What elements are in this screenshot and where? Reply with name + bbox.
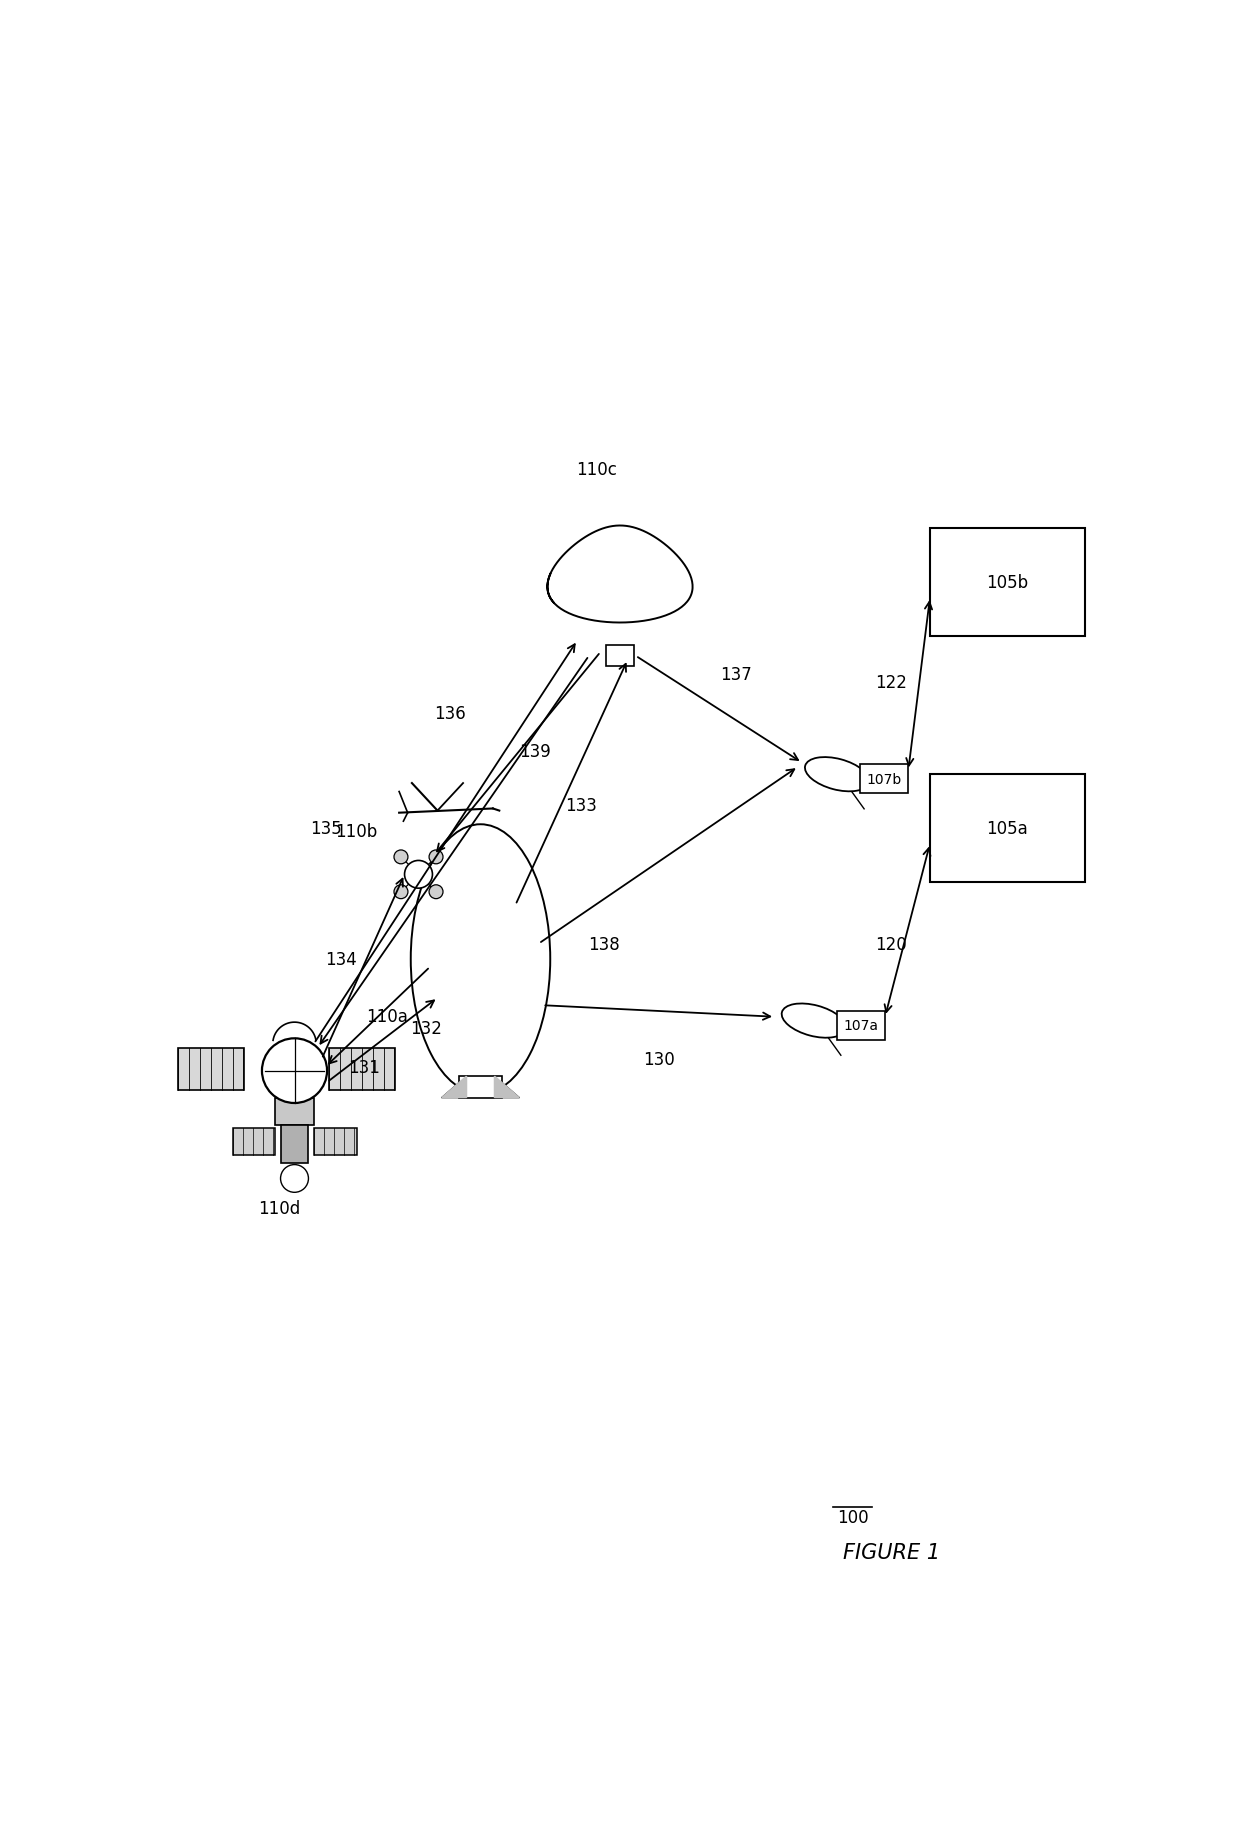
Text: 100: 100 [837,1508,868,1526]
Text: 137: 137 [720,666,753,684]
Ellipse shape [410,826,551,1094]
Ellipse shape [805,758,869,793]
Text: 110c: 110c [577,460,618,478]
Text: 107a: 107a [843,1019,878,1034]
FancyBboxPatch shape [861,765,908,794]
Text: 139: 139 [518,743,551,761]
Text: 110b: 110b [335,822,378,840]
Text: 138: 138 [589,934,620,953]
Text: 120: 120 [875,934,908,953]
Text: 110d: 110d [258,1199,300,1217]
FancyBboxPatch shape [275,1098,314,1125]
Text: 136: 136 [434,704,465,723]
Circle shape [429,885,443,899]
Text: 135: 135 [310,820,341,837]
FancyBboxPatch shape [330,1048,396,1091]
Circle shape [262,1039,327,1103]
FancyBboxPatch shape [837,1011,885,1041]
Text: 133: 133 [565,796,598,815]
Text: 122: 122 [875,673,908,691]
Polygon shape [441,1076,466,1098]
Text: 107b: 107b [867,772,901,787]
FancyBboxPatch shape [930,774,1085,883]
Polygon shape [495,1076,520,1098]
Text: 105b: 105b [987,574,1028,592]
FancyBboxPatch shape [179,1048,244,1091]
FancyBboxPatch shape [314,1129,357,1155]
FancyBboxPatch shape [459,1076,502,1098]
Text: 105a: 105a [987,820,1028,837]
Circle shape [394,885,408,899]
Circle shape [280,1164,309,1194]
FancyBboxPatch shape [233,1129,275,1155]
Circle shape [394,850,408,864]
FancyBboxPatch shape [930,528,1085,636]
Text: 134: 134 [325,951,357,969]
Ellipse shape [781,1004,846,1039]
FancyBboxPatch shape [280,1125,309,1164]
Text: FIGURE 1: FIGURE 1 [843,1543,940,1561]
Text: 131: 131 [348,1057,381,1076]
FancyBboxPatch shape [606,645,634,668]
Text: 132: 132 [410,1021,443,1037]
Circle shape [429,850,443,864]
Text: 110a: 110a [367,1008,408,1024]
Circle shape [404,861,433,888]
Text: 130: 130 [642,1050,675,1068]
